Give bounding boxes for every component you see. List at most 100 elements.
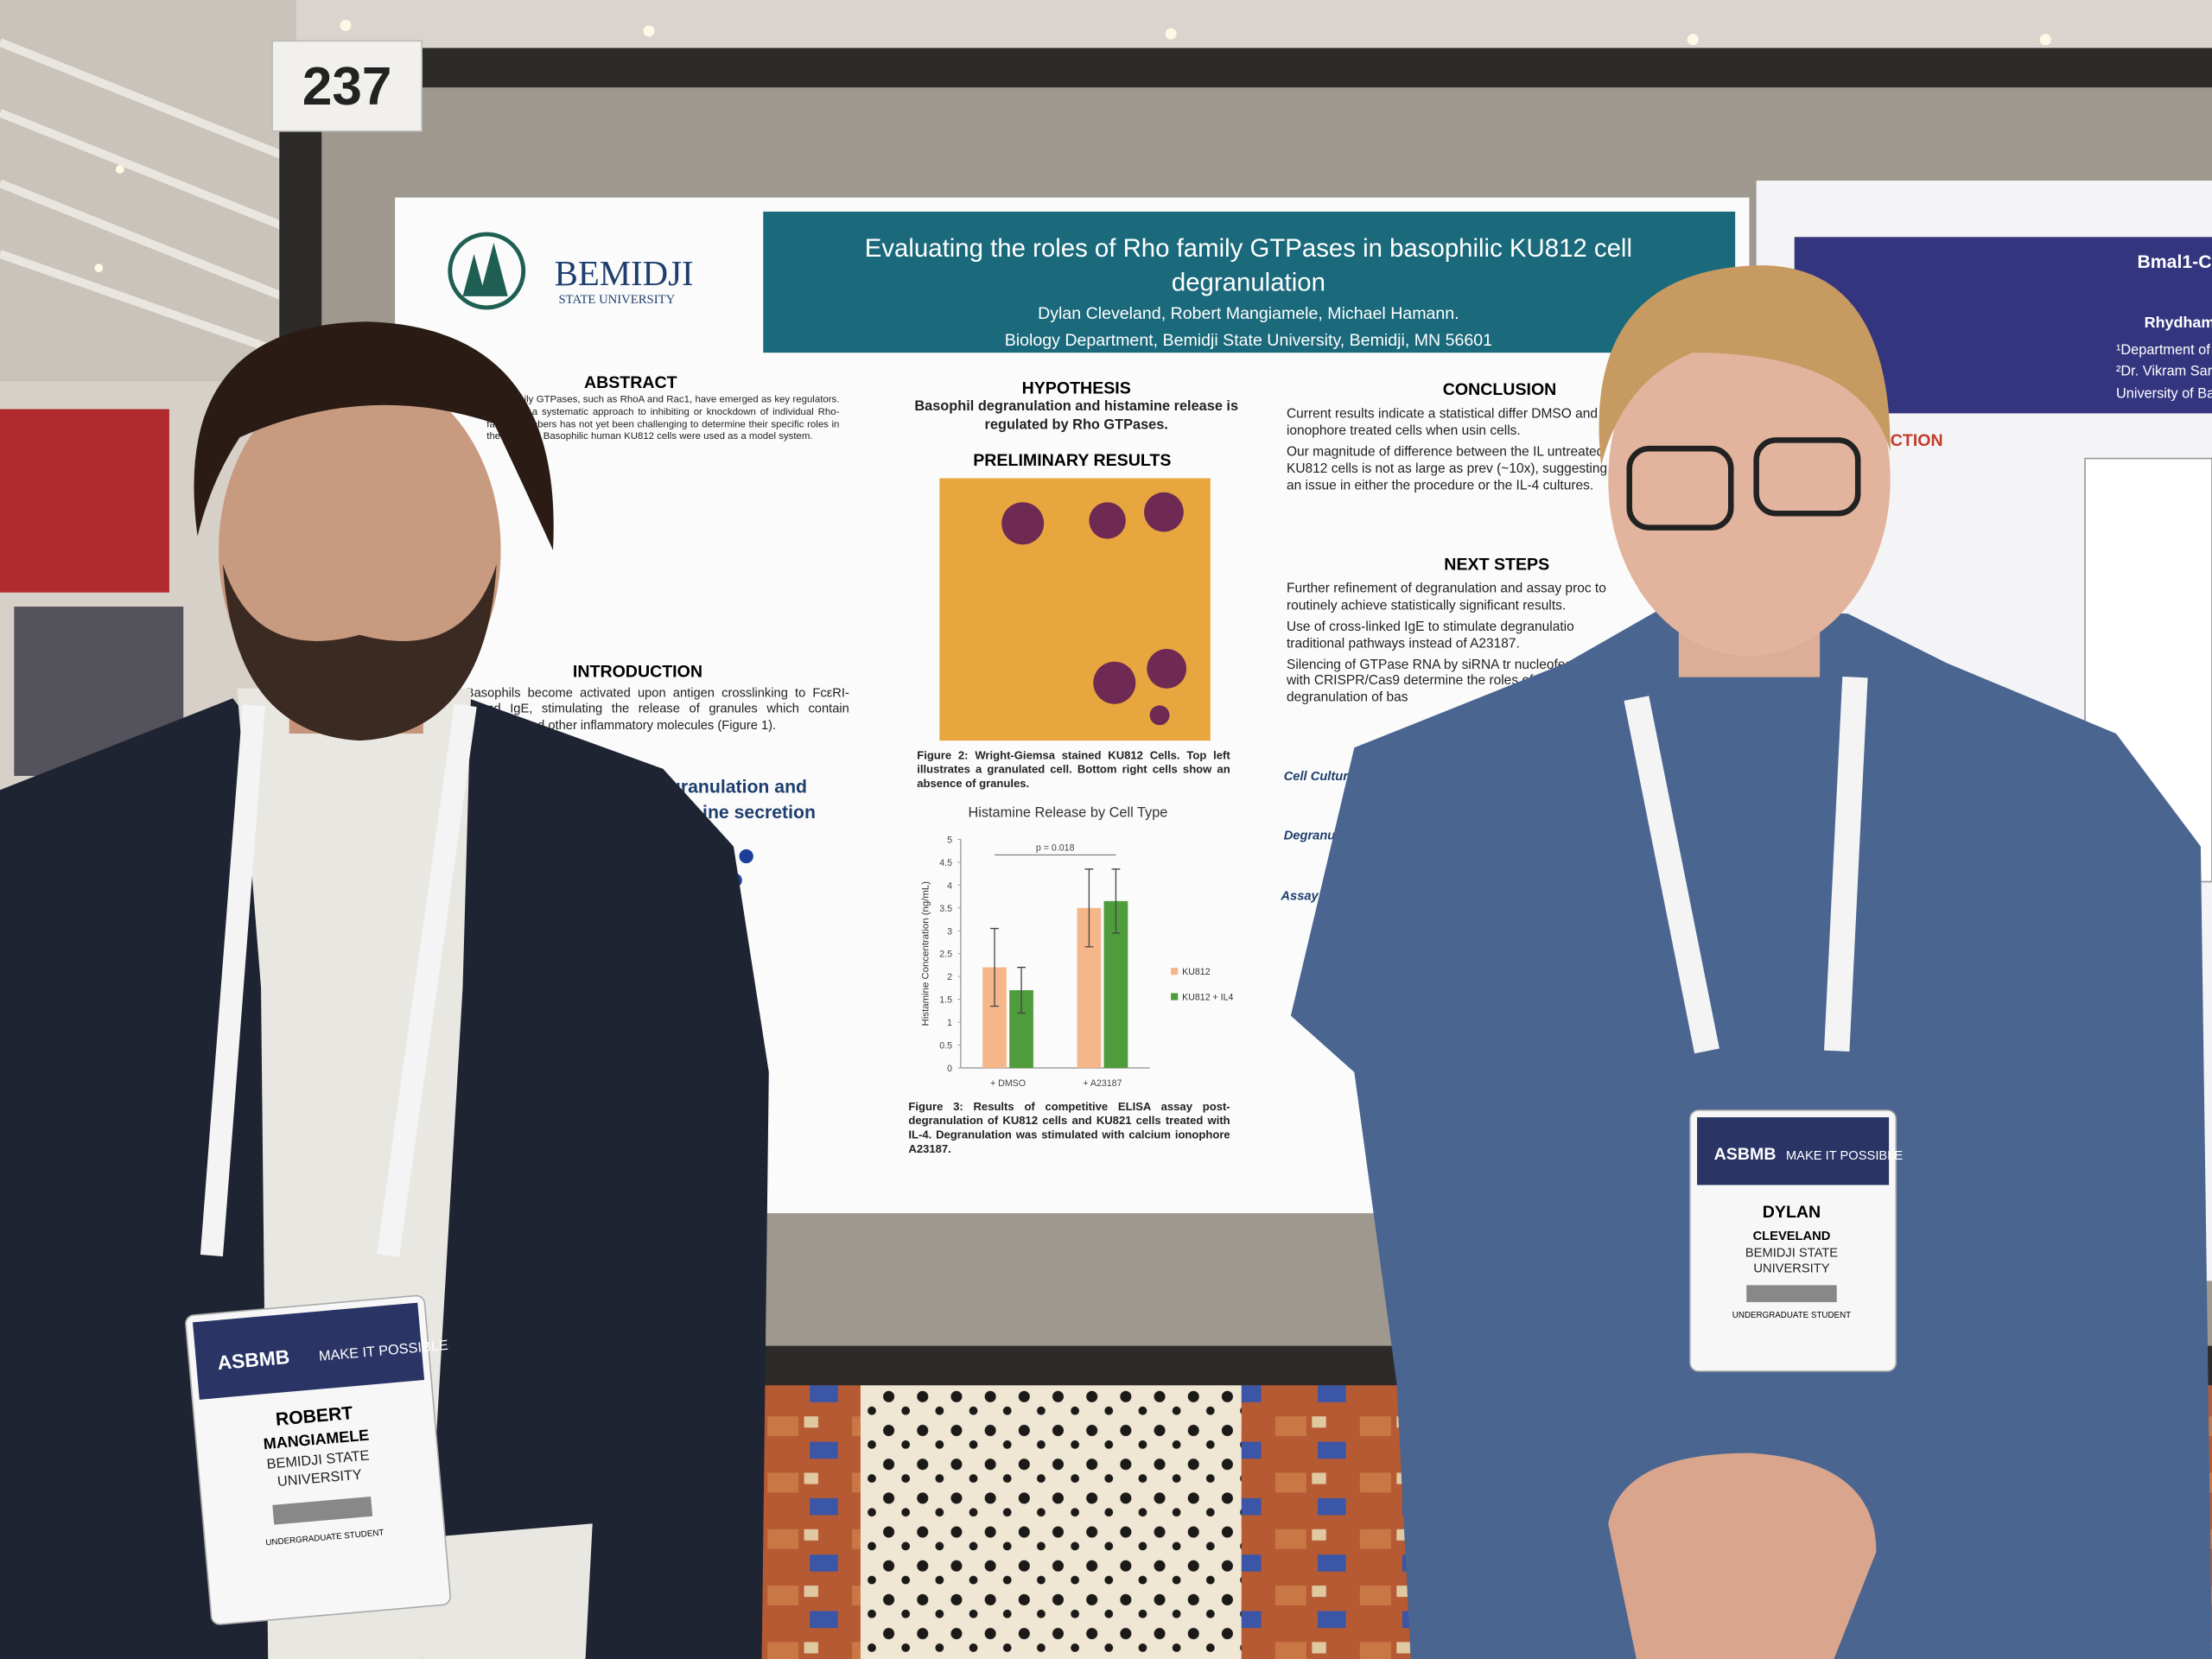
badge-last: CLEVELAND: [1753, 1230, 1831, 1243]
bullet: Use of cross-linked IgE to stimulate deg…: [1286, 619, 1574, 652]
barcode: [272, 1496, 373, 1525]
neighbor-affil: University of Barc: [2116, 385, 2212, 401]
badge-org: BEMIDJI STATE UNIVERSITY: [1745, 1245, 1839, 1276]
bullet: Current results indicate a statistical d…: [1286, 406, 1599, 439]
y-tick-label: 4: [947, 880, 952, 891]
logo-trees: [462, 242, 508, 296]
legend-swatch: [1171, 968, 1179, 976]
bullet: Silencing of GTPase RNA by siRNA tr nucl…: [1286, 657, 1594, 706]
section-heading: ine secretion: [702, 803, 816, 823]
lanyard: [200, 703, 477, 1257]
barcode: [1746, 1285, 1837, 1302]
conclusion-list: Current results indicate a statistical d…: [1287, 406, 1611, 494]
legend-label: KU812 + IL4: [1182, 993, 1233, 1003]
y-axis-label: Histamine Concentration (ng/mL): [920, 881, 931, 1027]
logo: [448, 232, 526, 310]
y-tick-label: 0.5: [939, 1041, 952, 1052]
error-bar: [1111, 868, 1121, 934]
hypothesis-body: Basophil degranulation and histamine rel…: [914, 399, 1239, 433]
authors: Dylan Cleveland, Robert Mangiamele, Mich…: [1038, 304, 1459, 323]
hypothesis-text: Basophil degranulation and histamine rel…: [914, 399, 1239, 433]
y-tick-label: 0: [947, 1064, 952, 1074]
section-heading: PRELIMINARY RESULTS: [973, 451, 1171, 470]
intro-text: Basophils become activated upon antigen …: [465, 685, 849, 732]
conclusion-body: Current results indicate a statistical d…: [1287, 406, 1611, 494]
badge-header: [1697, 1117, 1890, 1185]
y-tick-label: 5: [947, 836, 952, 846]
bullet: Further refinement of degranulation and …: [1286, 581, 1606, 613]
glasses: [1753, 437, 1861, 517]
ceiling-slats: [0, 38, 284, 357]
neighbor-section: CTION: [1891, 431, 1943, 450]
section-heading: HYPOTHESIS: [1022, 379, 1131, 398]
skirt: [860, 1375, 1242, 1659]
booth-number: 237: [302, 57, 392, 117]
hands: [1608, 1452, 1877, 1659]
badge-first: DYLAN: [1763, 1203, 1821, 1222]
poster-title: degranulation: [1172, 268, 1325, 296]
next-steps-list: Further refinement of degranulation and …: [1287, 582, 1611, 708]
abstract-body: Rho family GTPases, such as RhoA and Rac…: [486, 395, 840, 442]
booth-sign: [271, 40, 423, 132]
y-tick-label: 3.5: [939, 904, 952, 914]
y-tick-label: 3: [947, 926, 952, 937]
glasses: [1626, 445, 1734, 531]
lanyard: [1624, 676, 1868, 1054]
ceiling-lights: [94, 19, 2051, 273]
university-name: BEMIDJI: [555, 254, 694, 293]
poster-title: Evaluating the roles of Rho family GTPas…: [865, 234, 1632, 263]
red-wall: [0, 409, 169, 593]
error-bar: [1084, 868, 1094, 948]
badge-header: [193, 1302, 425, 1400]
intro-body: Basophils become activated upon antigen …: [465, 685, 849, 732]
y-tick-label: 2: [947, 972, 952, 982]
legend-swatch: [1171, 993, 1179, 1001]
face: [1608, 303, 1891, 657]
next-steps-body: Further refinement of degranulation and …: [1287, 582, 1611, 708]
histamine-chart: Histamine Release by Cell Type Histamine …: [920, 804, 1233, 1089]
badge-slogan: MAKE IT POSSIBLE: [1786, 1149, 1903, 1163]
legend-label: KU812: [1182, 967, 1211, 977]
section-heading: Degranulation and: [646, 778, 807, 798]
neighbor-affil: ¹Department of Z: [2116, 342, 2212, 358]
affiliation: Biology Department, Bemidji State Univer…: [1005, 331, 1492, 350]
y-tick-label: 1.5: [939, 995, 952, 1006]
chart-title: Histamine Release by Cell Type: [968, 804, 1167, 820]
figure2-caption: Figure 2: Wright-Giemsa stained KU812 Ce…: [917, 748, 1230, 791]
hair: [1599, 264, 1891, 466]
badge-org-box: BEMIDJI STATE UNIVERSITY: [1745, 1245, 1839, 1276]
y-tick-label: 1: [947, 1018, 952, 1028]
badge-role: UNDERGRADUATE STUDENT: [1732, 1311, 1851, 1320]
badge-right: ASBMB MAKE IT POSSIBLE DYLAN CLEVELAND B…: [1689, 1109, 1903, 1372]
x-tick-label: + DMSO: [990, 1078, 1026, 1089]
caption-text: Figure 3: Results of competitive ELISA a…: [908, 1100, 1230, 1156]
badge-event: ASBMB: [1714, 1145, 1777, 1164]
section-heading: NEXT STEPS: [1444, 556, 1549, 575]
cells: [1001, 492, 1187, 726]
neighbor-author: Rhydham: [2145, 314, 2212, 331]
neighbor-title: Bmal1-Cloc: [2137, 252, 2212, 272]
methods-heading: Assay: [1280, 890, 1319, 904]
poster-header: [763, 211, 1736, 353]
y-tick-label: 2.5: [939, 950, 952, 960]
cuff: [423, 1523, 593, 1659]
university-subtitle: STATE UNIVERSITY: [559, 293, 676, 307]
figure3-caption: Figure 3: Results of competitive ELISA a…: [908, 1100, 1230, 1156]
section-heading: CONCLUSION: [1443, 380, 1557, 399]
badge-left: ASBMB MAKE IT POSSIBLE ROBERT MANGIAMELE…: [185, 1294, 451, 1625]
bullet: Our magnitude of difference between the …: [1286, 443, 1608, 493]
section-heading: ABSTRACT: [584, 373, 677, 392]
error-bar: [990, 927, 999, 1007]
neighbor-affil: ²Dr. Vikram Sarabi: [2116, 363, 2212, 378]
hair: [194, 321, 554, 550]
beard: [222, 564, 497, 741]
caption-text: Figure 2: Wright-Giemsa stained KU812 Ce…: [917, 748, 1230, 791]
x-tick-label: + A23187: [1083, 1078, 1122, 1089]
error-bar: [1017, 966, 1026, 1014]
section-heading: INTRODUCTION: [573, 663, 702, 682]
annotation: p = 0.018: [1036, 842, 1075, 853]
abstract-text: Rho family GTPases, such as RhoA and Rac…: [486, 395, 840, 442]
y-tick-label: 4.5: [939, 858, 952, 868]
